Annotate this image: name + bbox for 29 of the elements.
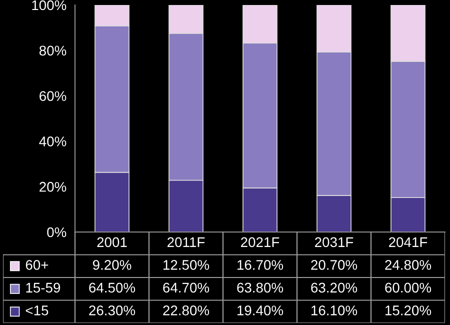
x-tick-label: 2001 <box>97 237 127 248</box>
data-label: 16.10% <box>312 306 358 316</box>
data-label: 9.20% <box>92 260 132 270</box>
y-tick-label: 20% <box>40 182 66 192</box>
data-label: 63.80% <box>237 282 284 293</box>
x-tick-label: 2031F <box>315 237 354 248</box>
data-label: 63.20% <box>311 282 358 293</box>
legend-label: <15 <box>26 306 48 316</box>
y-tick-label: 80% <box>39 46 66 56</box>
data-label: 16.70% <box>238 260 284 270</box>
data-label: 22.80% <box>163 306 210 316</box>
legend-label: 60+ <box>26 260 48 270</box>
x-tick-label: 2011F <box>168 237 205 248</box>
x-tick-label: 2041F <box>389 237 428 248</box>
x-tick-label: 2021F <box>241 237 280 248</box>
data-label: 12.50% <box>164 260 210 270</box>
y-tick-label: 100% <box>32 0 66 10</box>
legend-label: 15-59 <box>26 282 60 293</box>
y-tick-label: 40% <box>39 136 66 146</box>
y-tick-label: 0% <box>47 227 66 238</box>
data-label: 20.70% <box>311 260 358 270</box>
y-tick-label: 60% <box>40 91 66 101</box>
data-label: 24.80% <box>385 260 432 270</box>
data-label: 64.70% <box>163 282 210 293</box>
data-label: 64.50% <box>89 282 136 293</box>
data-label: 19.40% <box>238 306 284 316</box>
data-label: 60.00% <box>385 282 432 293</box>
data-label: 15.20% <box>386 306 432 316</box>
data-label: 26.30% <box>89 306 136 316</box>
